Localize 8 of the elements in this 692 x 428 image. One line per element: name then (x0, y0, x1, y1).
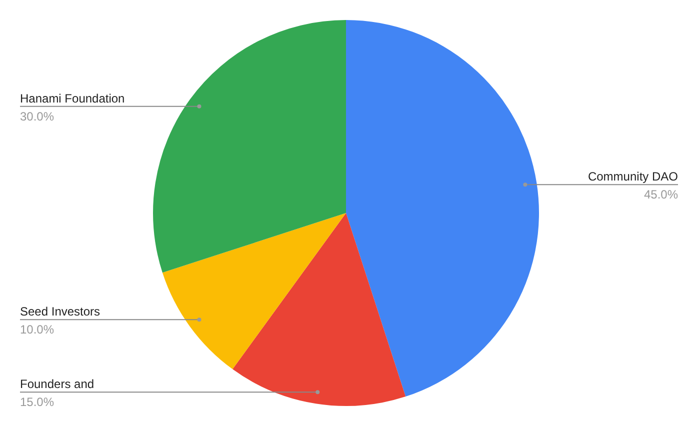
data-label: 45.0% (644, 188, 678, 202)
data-label: 30.0% (20, 109, 54, 124)
slice-label: Community DAO (588, 170, 678, 184)
data-label: 15.0% (20, 395, 54, 410)
slice-label: Founders and (20, 377, 94, 392)
data-label: 10.0% (20, 322, 54, 337)
slice-label: Seed Investors (20, 304, 100, 319)
slice-label: Hanami Foundation (20, 91, 125, 106)
